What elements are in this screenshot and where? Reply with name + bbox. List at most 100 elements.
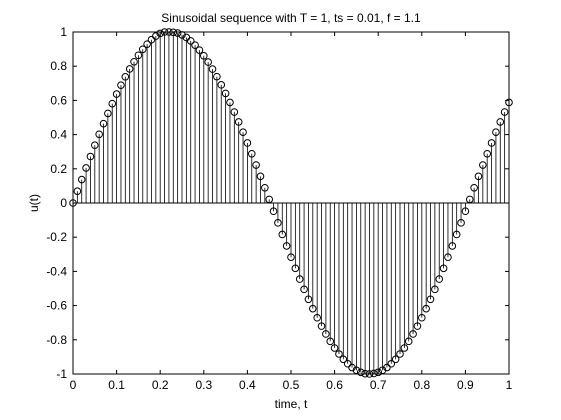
stem-marker	[252, 161, 260, 169]
stem-marker	[134, 51, 143, 60]
stem-marker	[439, 264, 448, 273]
x-tick-label: 0.1	[108, 378, 125, 392]
x-tick-label: 0.6	[326, 378, 343, 392]
stem-marker	[143, 40, 151, 48]
stem-marker	[391, 355, 400, 364]
x-tick-label: 0.7	[370, 378, 387, 392]
stem-marker	[86, 152, 95, 161]
stem-marker	[256, 172, 265, 181]
stem-marker	[204, 58, 212, 66]
stem-marker	[239, 128, 247, 137]
x-tick-label: 0	[70, 378, 77, 392]
stem-marker	[69, 199, 77, 207]
stem-marker	[130, 57, 138, 66]
stem-marker	[309, 304, 317, 313]
stem-marker	[178, 31, 186, 39]
stem-marker	[265, 195, 274, 204]
stem-marker	[352, 366, 361, 375]
stem-marker	[461, 207, 470, 216]
ticks-layer: 0 0.1 0.2 0.3 0.4 0.5 0.6 0.7 0.8 0.9 1 -1 -0.8 -0.6 -…	[46, 25, 512, 392]
stems-layer	[73, 32, 510, 374]
stem-marker	[500, 108, 509, 116]
y-tick-label: 1	[60, 25, 67, 39]
stem-marker	[291, 264, 300, 273]
x-tick-label: 0.9	[457, 378, 474, 392]
stem-marker	[452, 230, 461, 239]
stem-marker	[330, 344, 339, 352]
stem-marker	[82, 164, 90, 172]
stem-marker	[173, 29, 182, 37]
stem-marker	[117, 81, 125, 89]
stem-marker	[465, 195, 474, 204]
stem-marker	[230, 108, 239, 116]
stem-marker	[73, 187, 82, 196]
stem-marker	[435, 275, 444, 283]
stem-marker	[287, 253, 295, 262]
stem-marker	[300, 285, 308, 294]
stem-marker	[104, 109, 112, 118]
stem-marker	[322, 330, 330, 338]
stem-marker	[274, 219, 282, 227]
stem-marker	[422, 304, 430, 313]
stem-marker	[483, 149, 492, 158]
stem-marker	[213, 72, 221, 81]
stem-marker	[221, 89, 230, 98]
y-tick-label: 0	[60, 196, 67, 210]
y-tick-label: 0.8	[50, 59, 67, 73]
x-tick-label: 1	[506, 378, 513, 392]
y-tick-label: -1	[56, 367, 67, 381]
x-tick-label: 0.2	[152, 378, 169, 392]
stem-marker	[261, 183, 269, 192]
stem-marker	[492, 128, 500, 137]
stem-marker	[200, 51, 208, 60]
markers-layer	[69, 28, 513, 378]
stem-marker	[374, 368, 383, 377]
stem-marker	[361, 369, 369, 378]
stem-marker	[208, 65, 217, 73]
stem-marker	[356, 368, 365, 377]
stem-marker	[313, 313, 321, 322]
stem-marker	[474, 172, 483, 181]
stem-marker	[444, 253, 452, 262]
stem-marker	[99, 119, 108, 128]
y-tick-label: -0.2	[46, 230, 67, 244]
stem-marker	[335, 350, 343, 358]
x-tick-label: 0.4	[239, 378, 256, 392]
stem-marker	[383, 363, 391, 372]
stem-marker	[295, 275, 304, 283]
stem-marker	[138, 45, 147, 54]
stem-marker	[418, 313, 426, 322]
stem-marker	[108, 99, 117, 108]
stem-marker	[278, 230, 287, 239]
stem-marker	[343, 359, 352, 368]
y-tick-label: -0.6	[46, 299, 67, 313]
y-tick-label: -0.4	[46, 264, 67, 278]
stem-marker	[409, 330, 417, 338]
stem-marker	[470, 183, 478, 192]
stem-marker	[195, 46, 204, 54]
stem-marker	[282, 242, 291, 250]
x-tick-label: 0.8	[413, 378, 430, 392]
stem-marker	[186, 37, 195, 45]
stem-marker	[125, 65, 134, 73]
stem-marker	[365, 370, 374, 378]
stem-marker	[326, 337, 335, 346]
stem-marker	[396, 350, 404, 358]
stem-marker	[269, 207, 278, 216]
y-tick-label: 0.2	[50, 162, 67, 176]
stem-marker	[304, 295, 313, 304]
stem-marker	[370, 369, 378, 378]
stem-marker	[226, 98, 234, 107]
stem-marker	[169, 28, 178, 37]
stem-marker	[156, 29, 164, 38]
stem-marker	[487, 139, 496, 147]
stem-marker	[165, 28, 173, 36]
stem-marker	[77, 175, 86, 184]
stem-marker	[234, 118, 243, 126]
stem-marker	[95, 130, 103, 139]
stem-marker	[243, 139, 252, 147]
stem-marker	[426, 295, 435, 304]
stem-marker	[247, 149, 256, 158]
y-tick-label: 0.4	[50, 128, 67, 142]
